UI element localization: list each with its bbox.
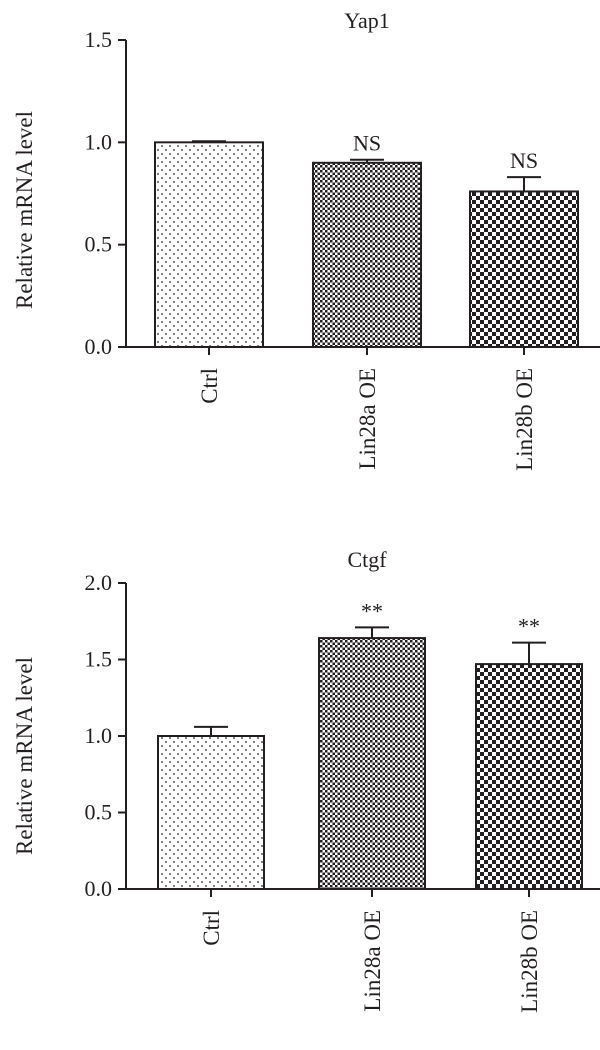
- bar-lin28b-oe: [475, 663, 583, 891]
- y-tick-label: 2.0: [85, 570, 113, 595]
- y-tick-label: 0.5: [85, 232, 113, 257]
- plot-area: 0.0 0.5 1.0 1.5 2.0 Ctrl ** Lin28a OE ** Lin28b O…: [85, 570, 600, 1013]
- y-axis-label: Relative mRNA level: [12, 111, 37, 309]
- significance-label: NS: [510, 148, 538, 173]
- y-tick-label: 1.5: [85, 27, 113, 52]
- y-axis-label: Relative mRNA level: [12, 657, 37, 855]
- bar-ctrl: [157, 735, 265, 890]
- chart-panel-ctgf: Ctgf Relative mRNA level 0.0 0.5 1.0 1.5 2.0…: [12, 547, 600, 1013]
- chart-panel-yap1: Yap1 Relative mRNA level 0.0 0.5 1.0 1.5 Ctr…: [12, 8, 600, 471]
- significance-label: **: [361, 598, 383, 623]
- y-tick-label: 1.0: [85, 723, 113, 748]
- bar-ctrl: [154, 141, 264, 348]
- chart-title: Yap1: [344, 8, 389, 33]
- bar-lin28b-oe: [469, 190, 579, 348]
- x-tick-label: Ctrl: [197, 368, 222, 404]
- bar-lin28a-oe: [312, 161, 422, 348]
- x-tick-label: Ctrl: [199, 910, 224, 946]
- y-tick-label: 0.0: [85, 334, 113, 359]
- significance-label: NS: [353, 131, 381, 156]
- x-tick-label: Lin28a OE: [360, 910, 385, 1012]
- significance-label: **: [518, 614, 540, 639]
- plot-area: 0.0 0.5 1.0 1.5 Ctrl NS Lin28a OE NS Lin28b OE: [85, 27, 600, 471]
- y-tick-label: 1.0: [85, 129, 113, 154]
- y-tick-label: 0.0: [85, 876, 113, 901]
- chart-title: Ctgf: [347, 547, 387, 572]
- y-tick-label: 1.5: [85, 647, 113, 672]
- y-tick-label: 0.5: [85, 800, 113, 825]
- x-tick-label: Lin28b OE: [512, 368, 537, 471]
- bar-lin28a-oe: [318, 637, 426, 891]
- x-tick-label: Lin28a OE: [355, 368, 380, 470]
- x-tick-label: Lin28b OE: [517, 910, 542, 1013]
